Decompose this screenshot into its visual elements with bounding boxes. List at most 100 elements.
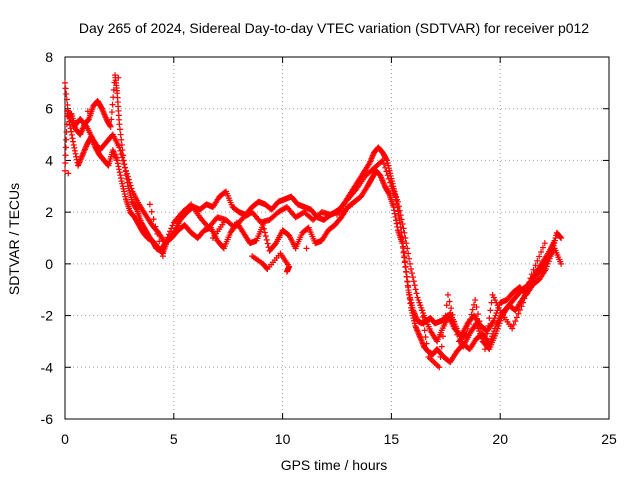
data-point	[476, 318, 483, 325]
data-point	[484, 330, 491, 337]
data-point	[486, 315, 493, 322]
data-point	[406, 295, 413, 302]
data-point	[70, 138, 77, 145]
data-point	[121, 161, 128, 168]
data-point	[163, 237, 170, 244]
data-point	[164, 234, 171, 241]
y-tick-label: -4	[41, 359, 54, 375]
x-tick-label: 5	[170, 431, 178, 447]
data-point	[62, 85, 69, 92]
data-point	[409, 274, 416, 281]
data-point	[440, 333, 447, 340]
data-point	[68, 128, 75, 135]
data-point	[116, 144, 123, 151]
data-point	[525, 283, 532, 290]
data-point	[167, 228, 174, 235]
data-point	[485, 322, 492, 329]
data-point	[262, 233, 269, 240]
data-point	[518, 303, 525, 310]
data-point	[413, 290, 420, 297]
data-point	[399, 220, 406, 227]
data-point	[454, 331, 461, 338]
data-point	[385, 189, 392, 196]
y-tick-label: 0	[45, 256, 53, 272]
data-point	[403, 273, 410, 280]
data-point	[402, 235, 409, 241]
data-point	[407, 300, 414, 307]
data-point	[116, 121, 123, 128]
data-point	[303, 245, 310, 252]
data-point	[448, 305, 455, 312]
data-point	[68, 131, 75, 138]
data-point	[123, 170, 130, 177]
data-point	[133, 205, 140, 212]
y-tick-label: 8	[45, 49, 53, 65]
data-point	[419, 314, 426, 321]
data-point	[387, 179, 394, 186]
y-tick-label: -6	[41, 411, 54, 427]
data-point	[126, 179, 133, 186]
data-point	[400, 225, 407, 232]
data-point	[468, 311, 475, 318]
data-point	[487, 307, 494, 314]
data-point	[404, 278, 411, 285]
data-point	[394, 198, 401, 205]
data-point	[443, 302, 450, 309]
data-point	[532, 262, 539, 269]
data-point	[117, 131, 124, 138]
data-point	[526, 279, 533, 286]
data-point	[449, 311, 456, 318]
y-axis-label: SDTVAR / TECUs	[6, 183, 22, 295]
data-point	[410, 278, 417, 285]
data-point	[401, 254, 408, 261]
data-point	[390, 203, 397, 210]
y-tick-label: 2	[45, 204, 53, 220]
data-point	[64, 102, 71, 109]
data-point	[391, 210, 398, 217]
data-point	[406, 291, 413, 298]
x-tick-label: 0	[61, 431, 69, 447]
data-point	[393, 217, 400, 224]
data-point	[515, 310, 522, 317]
data-point	[394, 223, 401, 230]
data-point	[385, 175, 392, 182]
data-point	[411, 282, 418, 289]
data-point	[424, 347, 431, 354]
data-point	[474, 311, 481, 318]
data-point	[521, 295, 528, 302]
data-point	[117, 147, 124, 154]
data-point	[402, 264, 409, 271]
data-point	[118, 151, 125, 158]
data-point	[465, 321, 472, 328]
data-point	[444, 291, 451, 298]
data-point	[165, 231, 172, 238]
data-point	[67, 125, 74, 132]
data-point	[124, 173, 131, 180]
data-point	[395, 203, 402, 210]
data-point	[397, 212, 404, 219]
data-point	[118, 136, 125, 143]
data-point	[510, 321, 517, 328]
data-point	[158, 245, 165, 252]
data-point	[558, 235, 565, 241]
data-point	[148, 208, 155, 215]
data-point	[127, 182, 134, 189]
data-point	[539, 244, 546, 251]
data-point	[150, 216, 157, 223]
plot-frame	[64, 56, 610, 420]
data-point	[441, 322, 448, 329]
data-point	[62, 79, 68, 86]
data-point	[469, 306, 476, 313]
data-point	[168, 225, 175, 232]
data-point	[436, 364, 443, 371]
data-point	[62, 152, 69, 159]
data-point	[407, 266, 414, 273]
data-point	[380, 161, 387, 168]
data-point	[558, 260, 565, 267]
data-point	[442, 312, 449, 319]
data-point	[146, 201, 153, 208]
data-point	[125, 176, 132, 183]
data-point	[422, 333, 429, 340]
data-point	[84, 108, 91, 115]
y-tick-label: 6	[45, 101, 53, 117]
